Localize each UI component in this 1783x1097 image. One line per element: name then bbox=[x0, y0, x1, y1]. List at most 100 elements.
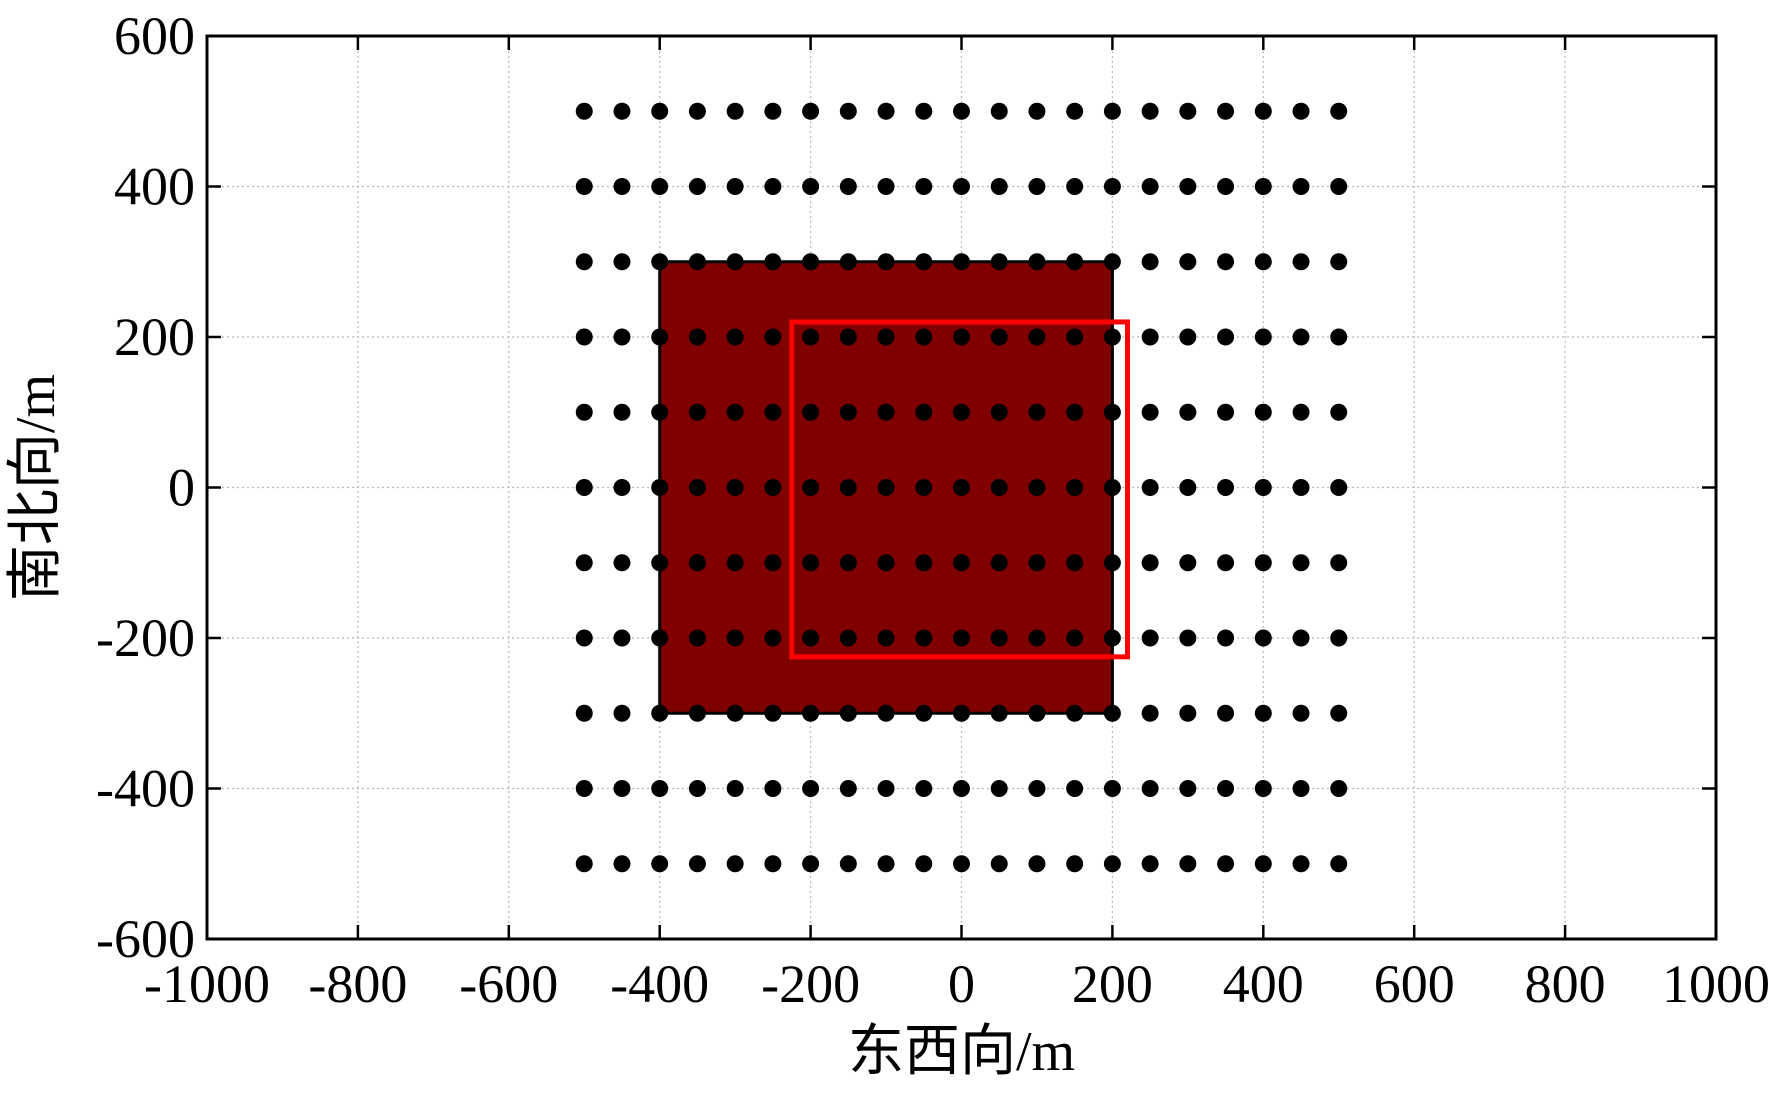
data-point bbox=[688, 403, 706, 421]
data-point bbox=[802, 403, 820, 421]
data-point bbox=[990, 704, 1008, 722]
y-tick-label: 200 bbox=[114, 307, 195, 367]
data-point bbox=[613, 403, 631, 421]
data-point bbox=[802, 554, 820, 572]
data-point bbox=[877, 102, 895, 120]
data-point bbox=[802, 102, 820, 120]
label-layer: -1000 -800 -600 -400 -200 0 200 400 600 800 1000 -6… bbox=[96, 6, 1770, 1014]
x-tick-label: -800 bbox=[308, 954, 407, 1014]
data-point bbox=[1103, 855, 1121, 873]
data-point bbox=[1141, 780, 1159, 797]
data-point bbox=[688, 780, 706, 797]
data-point bbox=[1103, 178, 1121, 195]
data-point bbox=[1141, 102, 1159, 120]
data-point bbox=[688, 328, 706, 346]
data-point bbox=[688, 253, 706, 271]
data-point bbox=[990, 178, 1008, 195]
data-point bbox=[1217, 855, 1235, 873]
data-point bbox=[839, 102, 857, 120]
data-point bbox=[1028, 253, 1046, 271]
data-point bbox=[953, 102, 970, 120]
data-point bbox=[1028, 403, 1046, 421]
data-point bbox=[953, 178, 970, 195]
data-point bbox=[1254, 253, 1272, 271]
data-point bbox=[802, 178, 820, 195]
data-point bbox=[1179, 253, 1197, 271]
data-point bbox=[764, 704, 782, 722]
data-point bbox=[1103, 780, 1121, 797]
data-point bbox=[726, 704, 744, 722]
data-point bbox=[575, 855, 593, 873]
data-point bbox=[613, 629, 631, 647]
data-point bbox=[1292, 704, 1310, 722]
data-point bbox=[1254, 102, 1272, 120]
data-point bbox=[1179, 178, 1197, 195]
data-point bbox=[1141, 855, 1159, 873]
data-point bbox=[877, 178, 895, 195]
data-point bbox=[877, 855, 895, 873]
data-point bbox=[764, 855, 782, 873]
data-point bbox=[575, 178, 593, 195]
data-point bbox=[915, 102, 933, 120]
data-point bbox=[764, 403, 782, 421]
data-point bbox=[915, 479, 933, 496]
data-point bbox=[953, 780, 970, 797]
data-point bbox=[1103, 704, 1121, 722]
data-point bbox=[990, 403, 1008, 421]
data-point bbox=[953, 855, 970, 873]
x-tick-label: 400 bbox=[1223, 954, 1304, 1014]
x-axis-title: 东西向/m bbox=[848, 1021, 1075, 1083]
data-point bbox=[1217, 102, 1235, 120]
data-point bbox=[1330, 328, 1348, 346]
data-point bbox=[990, 780, 1008, 797]
data-point bbox=[1141, 629, 1159, 647]
data-point bbox=[1217, 554, 1235, 572]
data-point bbox=[990, 102, 1008, 120]
data-point bbox=[990, 629, 1008, 647]
y-tick-label: 600 bbox=[114, 6, 195, 66]
data-point bbox=[575, 253, 593, 271]
data-point bbox=[990, 253, 1008, 271]
data-point bbox=[1217, 479, 1235, 496]
data-point bbox=[726, 554, 744, 572]
data-point bbox=[877, 328, 895, 346]
data-point bbox=[1066, 629, 1084, 647]
data-point bbox=[688, 102, 706, 120]
data-point bbox=[953, 403, 970, 421]
data-point bbox=[1103, 328, 1121, 346]
data-point bbox=[839, 780, 857, 797]
data-point bbox=[1217, 253, 1235, 271]
data-point bbox=[953, 328, 970, 346]
data-point bbox=[1292, 780, 1310, 797]
data-point bbox=[1141, 704, 1159, 722]
data-point bbox=[1254, 554, 1272, 572]
data-point bbox=[651, 253, 669, 271]
data-point bbox=[613, 328, 631, 346]
data-point bbox=[1254, 178, 1272, 195]
data-point bbox=[1330, 479, 1348, 496]
data-point bbox=[726, 253, 744, 271]
data-point bbox=[1254, 629, 1272, 647]
data-point bbox=[1028, 328, 1046, 346]
data-point bbox=[613, 253, 631, 271]
data-point bbox=[764, 629, 782, 647]
data-point bbox=[1141, 554, 1159, 572]
data-point bbox=[877, 629, 895, 647]
data-point bbox=[1330, 855, 1348, 873]
data-point bbox=[575, 479, 593, 496]
data-point bbox=[764, 554, 782, 572]
data-point bbox=[839, 328, 857, 346]
data-point bbox=[764, 780, 782, 797]
data-point bbox=[1254, 855, 1272, 873]
data-point bbox=[726, 102, 744, 120]
data-point bbox=[1179, 328, 1197, 346]
data-point bbox=[1330, 253, 1348, 271]
data-point bbox=[915, 253, 933, 271]
data-point bbox=[688, 479, 706, 496]
data-point bbox=[1330, 704, 1348, 722]
data-point bbox=[651, 102, 669, 120]
data-point bbox=[613, 554, 631, 572]
data-point bbox=[1066, 253, 1084, 271]
